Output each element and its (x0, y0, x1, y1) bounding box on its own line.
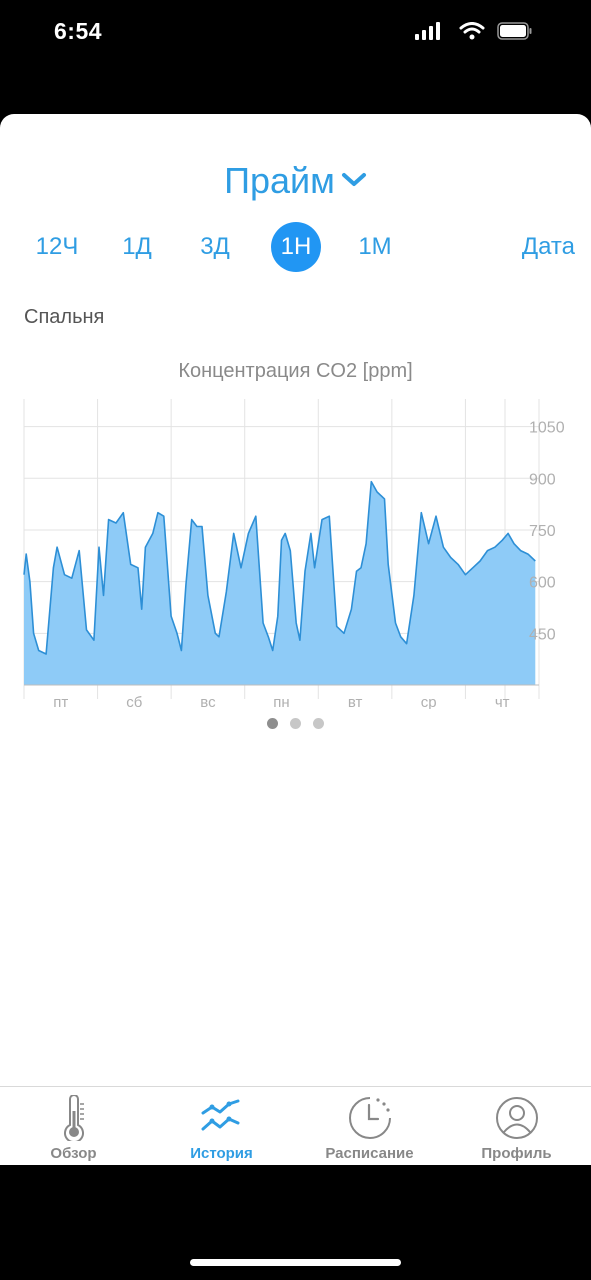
tab-bar: Обзор История Расписание (0, 1086, 591, 1165)
tab-label-overview: Обзор (50, 1145, 97, 1162)
range-tab-3d[interactable]: 3Д (200, 233, 230, 260)
tab-label-schedule: Расписание (325, 1145, 414, 1162)
y-tick-label: 900 (529, 471, 556, 488)
chevron-down-icon (341, 173, 366, 187)
status-bar: 6:54 (0, 0, 591, 64)
y-tick-label: 1050 (529, 420, 565, 437)
tab-profile[interactable]: Профиль (443, 1087, 590, 1165)
x-day-label: пт (53, 694, 68, 709)
tab-history[interactable]: История (148, 1087, 295, 1165)
date-picker-link[interactable]: Дата (521, 233, 575, 260)
device-title: Прайм (224, 160, 335, 201)
home-indicator (190, 1259, 401, 1266)
clock-icon (348, 1097, 391, 1139)
tab-label-profile: Профиль (481, 1145, 552, 1162)
x-day-label: ср (421, 694, 437, 709)
x-day-label: пн (273, 694, 289, 709)
range-tab-1d[interactable]: 1Д (122, 233, 152, 260)
thermometer-icon (63, 1095, 84, 1141)
page-dot[interactable] (313, 718, 324, 729)
room-label: Спальня (24, 306, 105, 328)
status-time: 6:54 (54, 18, 103, 44)
co2-line (23, 480, 536, 655)
tab-schedule[interactable]: Расписание (296, 1087, 443, 1165)
y-tick-label: 600 (529, 575, 556, 592)
range-tab-1m[interactable]: 1М (358, 233, 392, 260)
x-day-label: вс (200, 694, 216, 709)
tab-overview[interactable]: Обзор (0, 1087, 147, 1165)
user-icon (495, 1097, 538, 1139)
signal-icon (415, 22, 440, 40)
device-selector[interactable]: Прайм (0, 160, 591, 202)
content-card: Прайм 12Ч 1Д 3Д 1Н 1М Дата Спальня Конце… (0, 114, 591, 1165)
x-day-label: чт (495, 694, 510, 709)
y-tick-label: 750 (529, 523, 556, 540)
page-indicator (0, 716, 591, 734)
x-day-label: сб (126, 694, 142, 709)
tab-label-history: История (190, 1145, 253, 1162)
range-tab-1w[interactable]: 1Н (271, 222, 321, 272)
wifi-icon (459, 22, 485, 40)
chart-title: Концентрация CO2 [ppm] (178, 360, 413, 382)
y-tick-label: 450 (529, 626, 556, 643)
page-dot[interactable] (267, 718, 278, 729)
page-dot[interactable] (290, 718, 301, 729)
range-tab-12h[interactable]: 12Ч (35, 233, 79, 260)
x-day-label: вт (348, 694, 363, 709)
range-tabs: 12Ч 1Д 3Д 1Н 1М (0, 222, 591, 274)
chart-lines-icon (201, 1099, 239, 1131)
battery-icon (497, 22, 532, 40)
co2-chart: 450 600 750 900 1050 пт сб вс пн вт ср чт (23, 399, 565, 709)
